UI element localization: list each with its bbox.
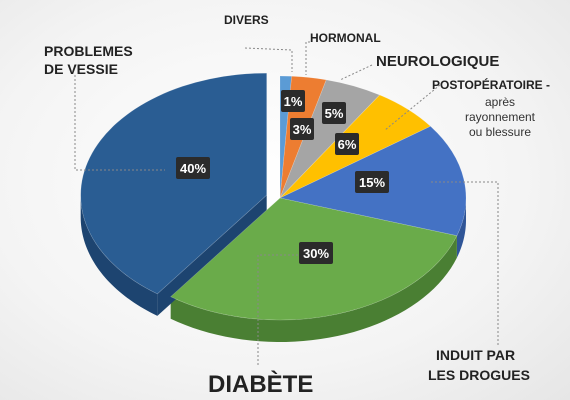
pct-label-postop: 6%: [338, 137, 357, 152]
label-drogues-line2: LES DROGUES: [428, 367, 530, 383]
pct-label-hormonal: 3%: [293, 122, 312, 137]
pct-badge-drogues: [355, 171, 389, 193]
leader-neuro: [339, 64, 373, 81]
pct-badge-neuro: [322, 102, 346, 124]
pct-badge-vessie: [176, 157, 210, 179]
pct-label-divers: 1%: [284, 94, 303, 109]
slice-vessie: [80, 72, 267, 295]
pct-label-diabete: 30%: [303, 246, 329, 261]
pct-badge-hormonal: [290, 118, 314, 140]
leader-divers: [244, 47, 293, 72]
label-drogues-line1: INDUIT PAR: [436, 347, 515, 363]
pct-badge-diabete: [299, 242, 333, 264]
label-vessie-line2: DE VESSIE: [44, 61, 118, 77]
leader-diabete: [257, 254, 300, 365]
leader-hormonal: [305, 41, 310, 75]
slice-side-drogues: [456, 198, 466, 258]
slice-side-diabete: [170, 235, 457, 342]
pct-badge-divers: [281, 90, 305, 112]
pct-label-drogues: 15%: [359, 175, 385, 190]
label-vessie-line1: PROBLEMES: [44, 43, 133, 59]
pct-label-neuro: 5%: [325, 106, 344, 121]
label-diabete: DIABÈTE: [208, 370, 313, 398]
pct-badge-postop: [335, 133, 359, 155]
slice-neuro: [279, 79, 381, 199]
label-postop-line1: après: [485, 95, 515, 109]
leader-drogues: [430, 181, 499, 345]
label-divers: DIVERS: [224, 13, 269, 27]
pct-label-vessie: 40%: [180, 161, 206, 176]
label-neurologique: NEUROLOGIQUE: [376, 53, 499, 70]
label-postoperatoire: POSTOPÉRATOIRE -: [432, 77, 550, 92]
label-postop-line2: rayonnement: [465, 110, 536, 124]
slice-side-vessie: [80, 195, 158, 316]
label-hormonal: HORMONAL: [310, 31, 381, 45]
label-postop-line3: ou blessure: [469, 125, 531, 139]
